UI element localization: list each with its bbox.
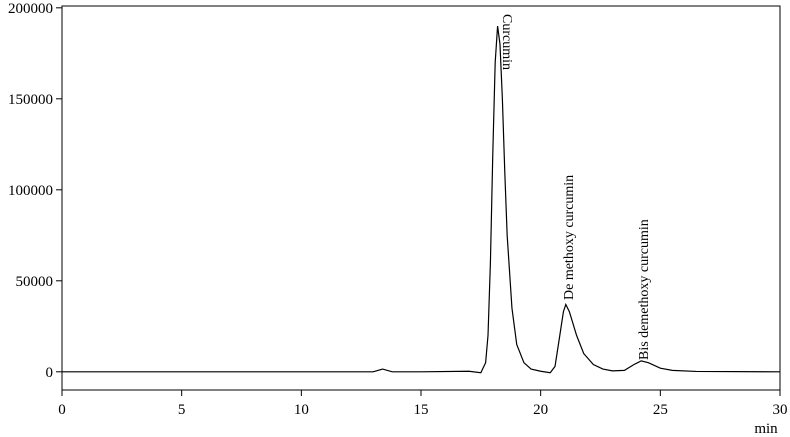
x-tick-label: 0: [58, 402, 66, 418]
y-tick-label: 50000: [16, 274, 54, 290]
x-tick-label: 10: [294, 402, 309, 418]
x-tick-label: 20: [533, 402, 548, 418]
chromatogram-line: [62, 25, 781, 374]
x-tick-label: 25: [653, 402, 668, 418]
y-tick-label: 100000: [8, 183, 53, 199]
y-tick-label: 200000: [8, 1, 53, 17]
y-tick-label: 0: [46, 365, 54, 381]
peak-annotation: De methoxy curcumin: [562, 175, 577, 300]
peak-annotation: Curcumin: [499, 14, 514, 70]
x-tick-label: 30: [773, 402, 788, 418]
y-tick-label: 150000: [8, 92, 53, 108]
plot-frame: [61, 5, 781, 391]
peak-annotation: Bis demethoxy curcumin: [637, 219, 652, 360]
x-tick-label: 15: [414, 402, 429, 418]
x-axis-label: min: [754, 421, 778, 437]
x-tick-label: 5: [178, 402, 186, 418]
